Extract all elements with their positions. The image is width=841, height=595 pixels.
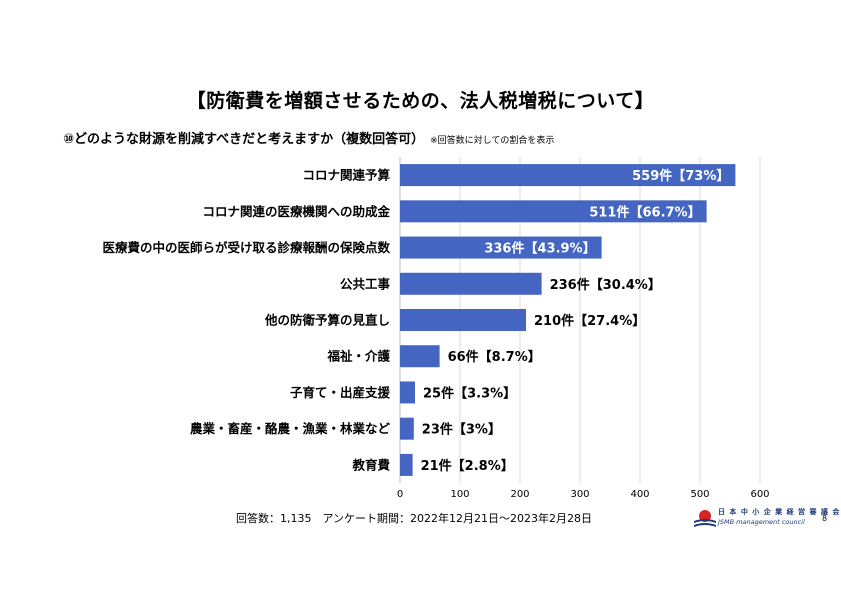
category-label: 教育費	[351, 457, 390, 472]
category-label: 子育て・出産支援	[290, 385, 391, 400]
page-title: 【防衛費を増額させるための、法人税増税について】	[186, 90, 655, 112]
question-text: ⑩どのような財源を削減すべきだと考えますか（複数回答可）	[63, 132, 425, 147]
data-label: 21件【2.8%】	[421, 458, 514, 474]
x-tick-label: 300	[570, 489, 589, 500]
category-label: 他の防衛予算の見直し	[264, 313, 390, 328]
x-tick-label: 500	[690, 489, 709, 500]
bar	[400, 417, 414, 440]
x-tick-label: 100	[450, 489, 469, 500]
bar	[400, 309, 526, 331]
data-label: 25件【3.3%】	[423, 385, 516, 401]
page-number: 8	[822, 514, 828, 523]
logo-subtitle: JSMB management council	[718, 518, 805, 526]
data-label: 336件【43.9%】	[484, 241, 595, 257]
data-label: 66件【8.7%】	[448, 349, 541, 365]
bar	[400, 272, 542, 295]
bar	[400, 381, 415, 404]
category-label: 福祉・介護	[326, 349, 390, 364]
bar	[400, 236, 602, 259]
category-label: 農業・畜産・酪農・漁業・林業など	[190, 421, 391, 436]
x-tick-label: 0	[397, 489, 403, 500]
organization-logo: 日 本 中 小 企 業 経 営 審 議 会 JSMB management co…	[694, 507, 839, 529]
survey-footer: 回答数：1,135 アンケート期間：2022年12月21日～2023年2月28日	[236, 512, 593, 525]
bar	[400, 453, 413, 476]
data-label: 236件【30.4%】	[550, 277, 661, 293]
sunrise-logo-icon	[694, 510, 716, 527]
question-subtitle: ⑩どのような財源を削減すべきだと考えますか（複数回答可） ※回答数に対しての割合を…	[63, 128, 554, 147]
x-tick-label: 400	[630, 489, 649, 500]
question-note: ※回答数に対しての割合を表示	[430, 136, 555, 146]
data-label: 23件【3%】	[422, 422, 501, 438]
category-label: 公共工事	[340, 276, 391, 291]
data-label: 210件【27.4%】	[534, 313, 645, 329]
x-tick-label: 600	[750, 489, 769, 500]
bar	[400, 200, 707, 223]
data-label: 559件【73%】	[632, 168, 729, 184]
category-label: コロナ関連の医療機関への助成金	[202, 204, 390, 219]
category-label: コロナ関連予算	[302, 168, 390, 183]
category-label: 医療費の中の医師らが受け取る診療報酬の保険点数	[102, 240, 390, 255]
logo-name: 日 本 中 小 企 業 経 営 審 議 会	[718, 508, 841, 516]
data-label: 511件【66.7%】	[589, 204, 700, 220]
bar	[400, 164, 736, 187]
bar	[400, 345, 440, 368]
x-tick-label: 200	[510, 489, 529, 500]
